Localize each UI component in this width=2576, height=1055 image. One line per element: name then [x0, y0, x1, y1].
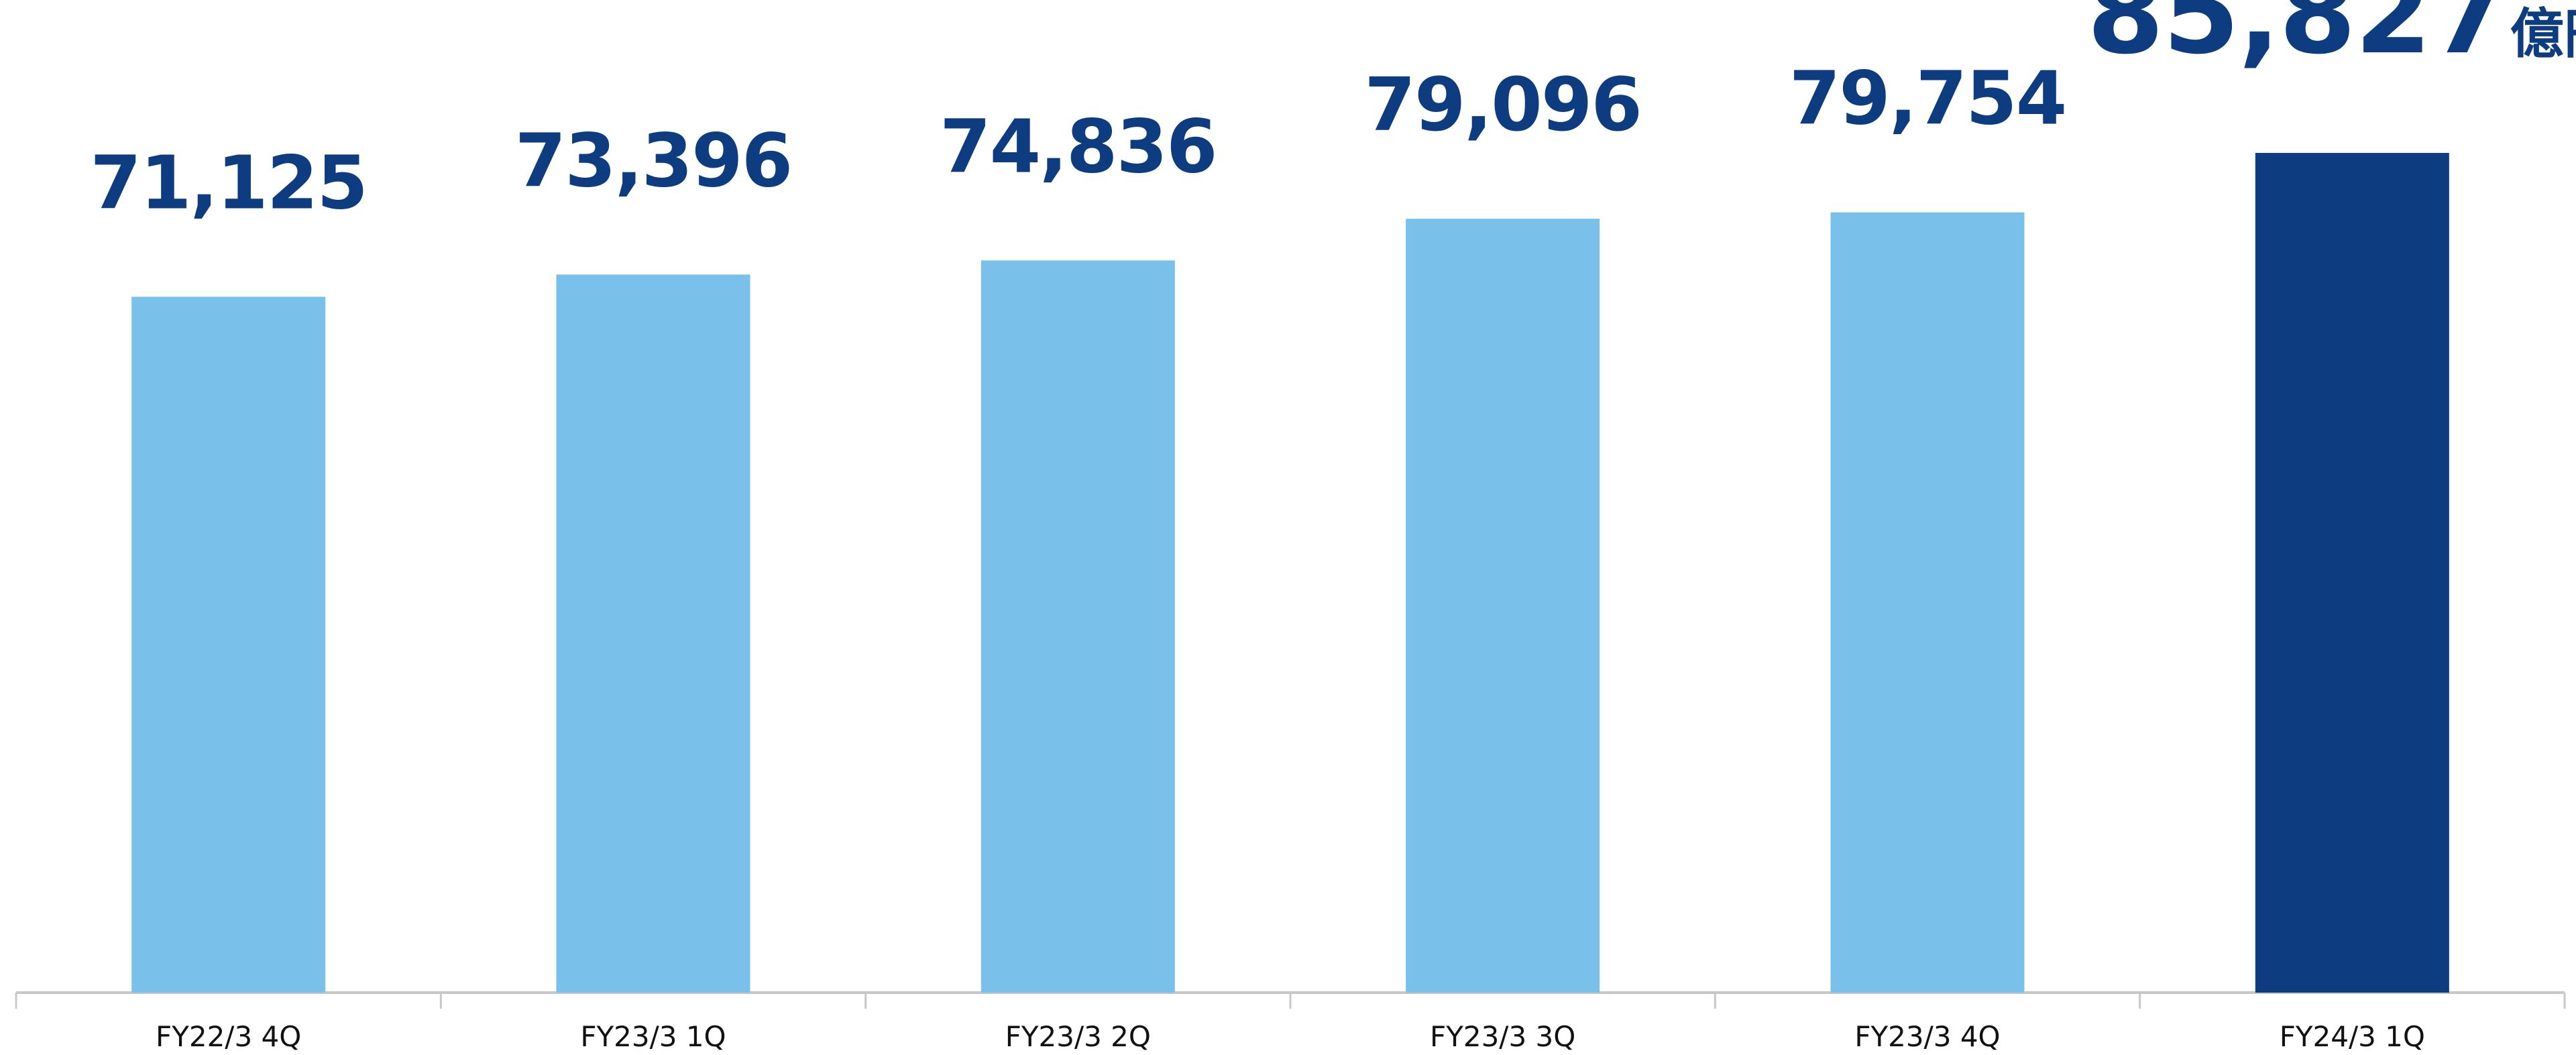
- data-label-value: 79,754: [1789, 56, 2066, 142]
- x-tick-label: FY23/3 3Q: [1430, 1020, 1575, 1053]
- bar: [981, 260, 1175, 993]
- bar: [1830, 212, 2025, 993]
- bar: [2255, 153, 2449, 993]
- data-label-value: 85,827: [2087, 0, 2506, 78]
- data-label: 79,754: [1789, 56, 2066, 142]
- x-tick-label: FY22/3 4Q: [156, 1020, 301, 1053]
- data-label: 73,396: [515, 117, 791, 203]
- x-tick-label: FY23/3 4Q: [1854, 1020, 2000, 1053]
- bar: [1406, 219, 1600, 993]
- data-label-value: 79,096: [1364, 62, 1640, 148]
- data-label-value: 73,396: [515, 117, 791, 203]
- data-label: 71,125: [90, 140, 366, 225]
- data-label: 79,096: [1364, 62, 1640, 148]
- x-tick-label: FY23/3 2Q: [1005, 1020, 1151, 1053]
- data-label-value: 71,125: [90, 140, 366, 225]
- bar: [556, 274, 750, 993]
- x-tick-label: FY23/3 1Q: [580, 1020, 726, 1053]
- data-label-value: 74,836: [940, 103, 1216, 189]
- x-tick-label: FY24/3 1Q: [2280, 1020, 2425, 1053]
- data-label: 85,827億円: [2087, 0, 2576, 78]
- data-label: 74,836: [940, 103, 1216, 189]
- unit-label: 億円: [2510, 3, 2576, 65]
- bar: [131, 296, 326, 993]
